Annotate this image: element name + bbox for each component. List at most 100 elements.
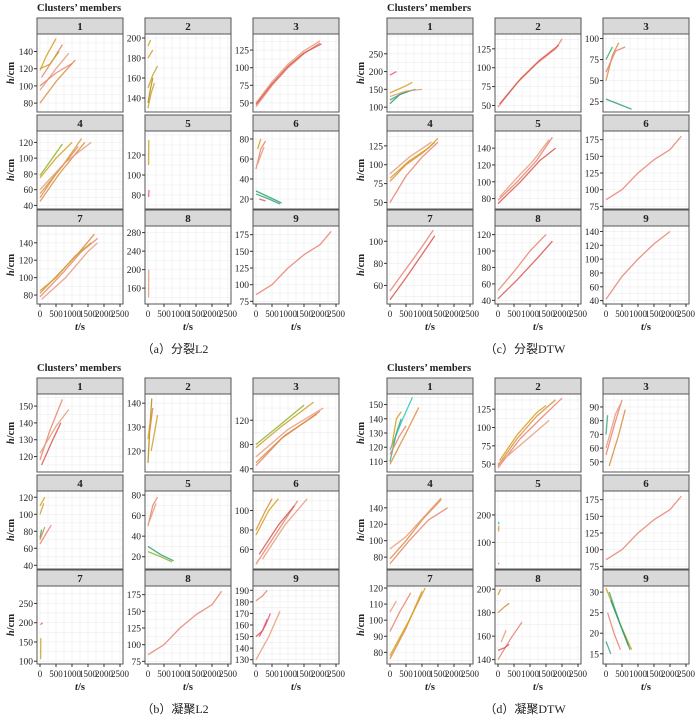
x-tick-label: 500 — [399, 669, 413, 679]
series-line — [499, 139, 550, 198]
y-tick-label: 175 — [585, 136, 600, 146]
x-axis-label-var: t — [183, 682, 187, 690]
y-tick-label: 40 — [132, 533, 142, 543]
x-tick-label: 500 — [265, 309, 279, 319]
series-line — [389, 418, 402, 462]
facet-grid-c: 1100150200250h/cm25075100125325507510045… — [356, 17, 696, 330]
series-line — [389, 137, 439, 179]
series-line — [389, 600, 397, 613]
series-line — [255, 190, 282, 204]
series-line — [39, 529, 43, 539]
y-tick-label: 125 — [127, 625, 142, 635]
y-tick-label: 60 — [590, 283, 600, 293]
strip-label: 8 — [535, 573, 541, 585]
y-tick-label: 110 — [369, 601, 383, 611]
series-line — [256, 146, 265, 165]
x-tick-label: 2000 — [311, 669, 330, 679]
y-tick-label: 80 — [374, 649, 384, 659]
series-line — [608, 409, 626, 467]
x-axis-label: t/s — [183, 682, 193, 690]
x-tick-label: 2500 — [219, 669, 238, 679]
series-line — [497, 602, 510, 614]
series-line — [389, 141, 432, 175]
series-line — [497, 621, 523, 661]
y-axis-label-unit: /cm — [6, 62, 17, 80]
y-tick-label: 80 — [590, 417, 600, 427]
series-line — [389, 235, 436, 301]
series-line — [39, 141, 73, 179]
series-line — [147, 39, 152, 47]
y-tick-label: 125 — [585, 530, 600, 540]
y-tick-label: 75 — [482, 442, 492, 452]
series-line — [389, 592, 412, 632]
strip-label: 9 — [643, 213, 649, 225]
series-line — [389, 229, 434, 292]
y-axis-label-var: h — [356, 175, 367, 181]
series-line — [40, 622, 44, 626]
facet-panel-6: 6 75 100 125 150 175 — [585, 114, 690, 213]
y-tick-label: 160 — [235, 622, 250, 632]
y-tick-label: 120 — [477, 231, 492, 241]
x-axis-label-var: t — [533, 682, 537, 690]
facet-panel-6: 6 60 80 100 — [235, 474, 340, 570]
y-tick-label: 60 — [482, 280, 492, 290]
series-line — [255, 498, 273, 531]
y-tick-label: 130 — [235, 656, 250, 666]
y-tick-label: 140 — [19, 48, 34, 58]
x-tick-label: 2500 — [219, 309, 238, 319]
x-tick-label: 1000 — [413, 669, 432, 679]
y-tick-label: 100 — [477, 539, 492, 549]
facet-panel-6: 6 75 100 125 150 175 — [585, 474, 690, 573]
x-tick-label: 1000 — [629, 669, 648, 679]
x-axis-label: t/s — [641, 682, 651, 690]
y-tick-label: 140 — [127, 95, 142, 105]
subfigure-d: Clusters’ members 1 110 120 130 140 150 h/cm 2 5… — [350, 360, 700, 720]
x-tick-label: 1500 — [187, 669, 206, 679]
y-axis-label: h/cm — [356, 422, 367, 444]
subfigure-b: Clusters’ members 1 120 130 140 150 h/cm 2 120 1… — [0, 360, 350, 720]
x-tick-label: 2000 — [553, 309, 572, 319]
strip-label: 1 — [427, 21, 433, 33]
x-tick-label: 500 — [399, 309, 413, 319]
series-line — [39, 409, 70, 454]
facet-panel-3: 3 25 50 75 100 — [585, 17, 690, 113]
x-tick-label: 0 — [388, 309, 393, 319]
x-axis-label-unit: /s — [185, 322, 193, 330]
strip-label: 1 — [427, 381, 433, 393]
x-tick-label: 2000 — [95, 669, 114, 679]
x-tick-label: 2000 — [661, 669, 680, 679]
y-tick-label: 80 — [590, 269, 600, 279]
series-line — [605, 135, 682, 201]
y-axis-label: h/cm — [356, 62, 367, 84]
x-tick-label: 2000 — [661, 309, 680, 319]
y-tick-label: 75 — [240, 298, 250, 308]
y-tick-label: 175 — [235, 231, 250, 241]
strip-label: 9 — [643, 573, 649, 585]
series-line — [39, 242, 92, 292]
y-tick-label: 140 — [127, 400, 142, 410]
y-tick-label: 100 — [127, 172, 142, 182]
y-tick-label: 120 — [369, 585, 384, 595]
y-tick-label: 140 — [235, 645, 250, 655]
series-line — [389, 499, 442, 560]
x-tick-label: 500 — [157, 669, 171, 679]
y-tick-label: 120 — [369, 444, 384, 454]
series-line — [256, 138, 262, 150]
x-axis-label-var: t — [291, 322, 295, 330]
x-axis-label: t/s — [425, 682, 435, 690]
series-line — [255, 43, 322, 105]
y-tick-label: 100 — [477, 64, 492, 74]
y-axis-label: h/cm — [356, 614, 367, 636]
x-tick-label: 500 — [49, 669, 63, 679]
y-tick-label: 90 — [590, 403, 600, 413]
series-line — [389, 88, 423, 98]
strip-label: 2 — [185, 21, 191, 33]
subfigure-c: Clusters’ members 1 100 150 200 250 h/cm 2 50 75… — [350, 0, 700, 360]
y-axis-label-var: h — [6, 535, 17, 541]
series-line — [497, 147, 557, 205]
y-tick-label: 30 — [590, 589, 600, 599]
strip-label: 6 — [643, 118, 649, 130]
